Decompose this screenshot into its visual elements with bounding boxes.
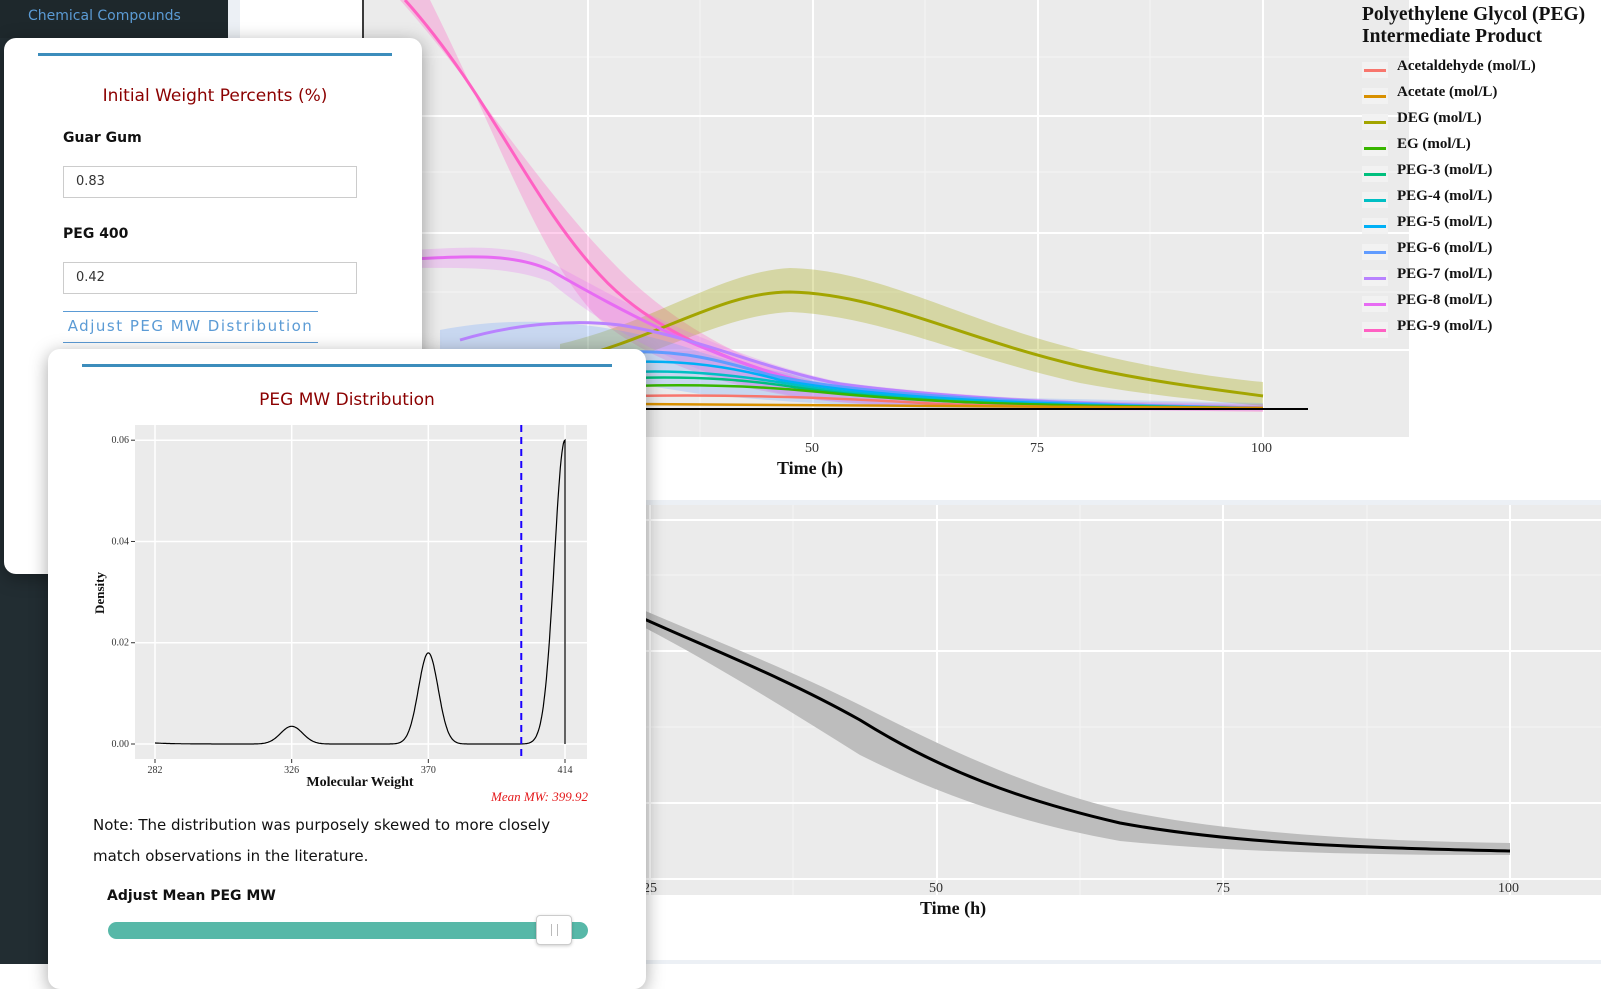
legend-label: EG (mol/L) — [1397, 136, 1471, 152]
mw-x-axis-title: Molecular Weight — [306, 775, 414, 790]
legend-item: Acetaldehyde (mol/L) — [1362, 58, 1601, 82]
legend-key — [1362, 140, 1388, 156]
legend-item: PEG-5 (mol/L) — [1362, 214, 1601, 238]
deg-ribbon — [560, 268, 1263, 406]
mw-y-tick-label: 0.00 — [112, 739, 130, 750]
legend-label: DEG (mol/L) — [1397, 110, 1482, 126]
legend-label: PEG-4 (mol/L) — [1397, 188, 1493, 204]
legend-line — [1364, 121, 1386, 124]
legend-label: PEG-6 (mol/L) — [1397, 240, 1493, 256]
legend-item: Acetate (mol/L) — [1362, 84, 1601, 108]
legend-line — [1364, 251, 1386, 254]
distribution-note: Note: The distribution was purposely ske… — [93, 816, 551, 865]
bottom-x-axis-title: Time (h) — [920, 898, 987, 918]
bottom-x-tick-25: 25 — [643, 881, 657, 896]
grip-icon — [551, 924, 559, 936]
initial-weights-title: Initial Weight Percents (%) — [102, 86, 328, 106]
guar-gum-label: Guar Gum — [63, 130, 142, 146]
mw-distribution-chart: 0.00 0.02 0.04 0.06 282 326 370 414 Density Mol… — [92, 425, 587, 790]
peg-mw-panel: PEG MW Distribution 0.00 0.02 0.04 0.06 282 3… — [48, 349, 646, 989]
legend-line — [1364, 303, 1386, 306]
mw-y-tick-label: 0.06 — [112, 435, 130, 446]
mw-density-curve — [155, 438, 566, 745]
legend-key — [1362, 270, 1388, 286]
legend-key — [1362, 192, 1388, 208]
multi-ribbon — [440, 321, 1263, 410]
legend-title-line1: Polyethylene Glycol (PEG) — [1362, 4, 1586, 25]
legend-label: PEG-5 (mol/L) — [1397, 214, 1493, 230]
peg-400-input[interactable]: 0.42 — [63, 262, 357, 294]
mw-x-tick-label: 414 — [558, 765, 573, 776]
adjust-mean-label: Adjust Mean PEG MW — [107, 888, 276, 904]
bottom-plot-ribbon — [620, 600, 1510, 855]
top-x-tick-50: 50 — [805, 441, 819, 456]
acetate-line — [629, 402, 1264, 410]
legend-label: PEG-3 (mol/L) — [1397, 162, 1493, 178]
legend-item: EG (mol/L) — [1362, 136, 1601, 160]
bottom-plot-line — [619, 606, 1511, 853]
mw-y-tick-label: 0.04 — [112, 536, 130, 547]
legend-line — [1364, 329, 1386, 332]
legend-line — [1364, 277, 1386, 280]
legend-line — [1364, 147, 1386, 150]
legend-item: PEG-4 (mol/L) — [1362, 188, 1601, 212]
legend-item: PEG-6 (mol/L) — [1362, 240, 1601, 264]
peg-mw-title: PEG MW Distribution — [259, 390, 435, 410]
legend-line — [1364, 225, 1386, 228]
mean-mw-annotation: Mean MW: 399.92 — [491, 789, 588, 804]
top-x-tick-100: 100 — [1251, 441, 1272, 456]
deg-line — [559, 290, 1264, 398]
legend-line — [1364, 199, 1386, 202]
legend-key — [1362, 166, 1388, 182]
top-x-tick-75: 75 — [1030, 441, 1044, 456]
bottom-plot-container: 25 50 75 100 Time (h) — [560, 505, 1601, 960]
legend-title-line2: Intermediate Product — [1362, 26, 1542, 47]
legend-key — [1362, 88, 1388, 104]
sidebar-item-chemical-compounds[interactable]: Chemical Compounds — [28, 8, 181, 24]
bottom-plot — [560, 505, 1601, 895]
legend-key — [1362, 296, 1388, 312]
mw-x-tick-label: 370 — [421, 765, 436, 776]
bottom-x-tick-50: 50 — [929, 881, 943, 896]
legend-label: PEG-9 (mol/L) — [1397, 318, 1493, 334]
legend-line — [1364, 95, 1386, 98]
legend-item: PEG-7 (mol/L) — [1362, 266, 1601, 290]
top-plot-minor-grid — [362, 0, 1409, 437]
legend-item: PEG-9 (mol/L) — [1362, 318, 1601, 342]
legend-line — [1364, 69, 1386, 72]
peg-400-label: PEG 400 — [63, 226, 129, 242]
panel-top-border — [82, 364, 612, 367]
peg9-ribbon — [400, 0, 1263, 412]
peg8-ribbon — [410, 247, 1263, 411]
legend-title: Polyethylene Glycol (PEG) Intermediate P… — [1362, 4, 1585, 48]
legend-label: Acetate (mol/L) — [1397, 84, 1498, 100]
legend-label: PEG-7 (mol/L) — [1397, 266, 1493, 282]
legend-label: Acetaldehyde (mol/L) — [1397, 58, 1536, 74]
legend-item: DEG (mol/L) — [1362, 110, 1601, 134]
legend-key — [1362, 62, 1388, 78]
mw-x-tick-label: 282 — [148, 765, 163, 776]
top-x-axis-title: Time (h) — [777, 458, 844, 478]
legend-key — [1362, 244, 1388, 260]
legend-key — [1362, 114, 1388, 130]
mw-chart-panel — [135, 425, 587, 759]
legend-key — [1362, 322, 1388, 338]
legend-item: PEG-3 (mol/L) — [1362, 162, 1601, 186]
panel-top-border — [38, 53, 392, 56]
adjust-peg-mw-button[interactable]: Adjust PEG MW Distribution — [63, 311, 318, 343]
legend-key — [1362, 218, 1388, 234]
guar-gum-input[interactable]: 0.83 — [63, 166, 357, 198]
legend-label: PEG-8 (mol/L) — [1397, 292, 1493, 308]
mw-y-tick-label: 0.02 — [112, 638, 130, 649]
mean-mw-slider-track[interactable] — [108, 922, 588, 939]
mw-x-tick-label: 326 — [284, 765, 299, 776]
bottom-x-tick-100: 100 — [1498, 881, 1519, 896]
legend-line — [1364, 173, 1386, 176]
sidebar-header — [0, 0, 228, 38]
mean-mw-slider-handle[interactable] — [536, 915, 573, 945]
mw-y-axis-title: Density — [92, 572, 107, 614]
legend-item: PEG-8 (mol/L) — [1362, 292, 1601, 316]
mw-chart-marks — [155, 425, 566, 759]
bottom-x-tick-75: 75 — [1216, 881, 1230, 896]
